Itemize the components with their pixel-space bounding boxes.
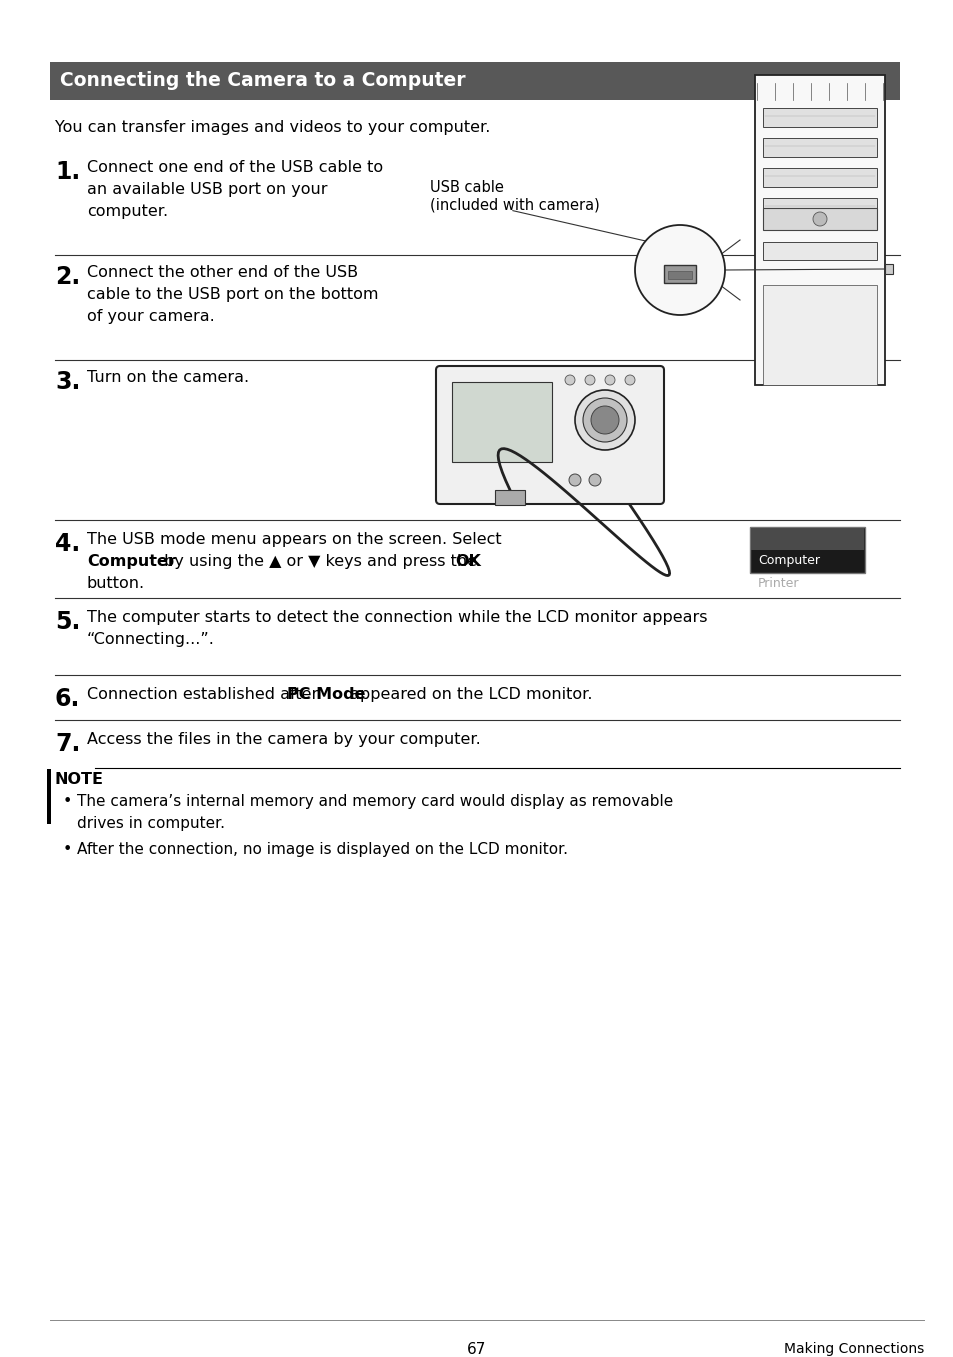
Bar: [884, 265, 892, 274]
Text: 6.: 6.: [55, 687, 80, 711]
Text: Connect one end of the USB cable to
an available USB port on your
computer.: Connect one end of the USB cable to an a…: [87, 160, 383, 220]
Text: 3.: 3.: [55, 370, 80, 394]
FancyBboxPatch shape: [436, 366, 663, 503]
Text: 1.: 1.: [55, 160, 80, 185]
Text: •: •: [63, 794, 72, 809]
Circle shape: [568, 474, 580, 486]
Circle shape: [582, 398, 626, 442]
Text: button.: button.: [87, 575, 145, 592]
Text: Connect the other end of the USB
cable to the USB port on the bottom
of your cam: Connect the other end of the USB cable t…: [87, 265, 378, 324]
Circle shape: [812, 212, 826, 227]
Circle shape: [575, 389, 635, 451]
Bar: [495, 490, 524, 505]
Bar: [667, 271, 691, 280]
Text: 5.: 5.: [55, 611, 80, 634]
Text: 4.: 4.: [55, 532, 80, 556]
Circle shape: [584, 375, 595, 385]
Text: (included with camera): (included with camera): [430, 197, 599, 212]
Text: The USB mode menu appears on the screen. Select: The USB mode menu appears on the screen.…: [87, 532, 501, 547]
Text: appeared on the LCD monitor.: appeared on the LCD monitor.: [345, 687, 592, 702]
Bar: [663, 265, 696, 284]
Text: Connecting the Camera to a Computer: Connecting the Camera to a Computer: [60, 72, 465, 91]
Text: OK: OK: [455, 554, 480, 569]
Circle shape: [564, 375, 575, 385]
Bar: [762, 168, 876, 187]
Bar: [754, 75, 884, 385]
Circle shape: [635, 225, 724, 315]
Text: Making Connections: Making Connections: [783, 1342, 923, 1356]
Text: Turn on the camera.: Turn on the camera.: [87, 370, 249, 385]
Bar: [750, 528, 863, 550]
Text: Access the files in the camera by your computer.: Access the files in the camera by your c…: [87, 731, 480, 746]
Text: After the connection, no image is displayed on the LCD monitor.: After the connection, no image is displa…: [77, 841, 567, 858]
Bar: [762, 198, 876, 217]
Text: The computer starts to detect the connection while the LCD monitor appears
“Conn: The computer starts to detect the connec…: [87, 611, 707, 647]
Text: You can transfer images and videos to your computer.: You can transfer images and videos to yo…: [55, 119, 490, 134]
Text: PC Mode: PC Mode: [287, 687, 365, 702]
Bar: [762, 208, 876, 229]
Text: •: •: [63, 841, 72, 858]
Bar: [762, 109, 876, 128]
Text: Computer: Computer: [758, 554, 820, 567]
Circle shape: [624, 375, 635, 385]
Text: 2.: 2.: [55, 265, 80, 289]
Circle shape: [588, 474, 600, 486]
Circle shape: [590, 406, 618, 434]
Text: Computer: Computer: [87, 554, 175, 569]
Text: USB cable: USB cable: [430, 180, 503, 195]
Circle shape: [604, 375, 615, 385]
Text: The camera’s internal memory and memory card would display as removable
drives i: The camera’s internal memory and memory …: [77, 794, 673, 832]
Text: 7.: 7.: [55, 731, 80, 756]
Bar: [762, 285, 876, 385]
Text: 67: 67: [467, 1342, 486, 1357]
Text: by using the ▲ or ▼ keys and press the: by using the ▲ or ▼ keys and press the: [159, 554, 481, 569]
Text: Printer: Printer: [758, 577, 799, 590]
Bar: [762, 138, 876, 157]
Bar: [749, 527, 864, 573]
Bar: [452, 383, 552, 461]
Bar: [47, 769, 51, 824]
Text: NOTE: NOTE: [55, 772, 104, 787]
Text: Connection established after: Connection established after: [87, 687, 323, 702]
Bar: [762, 242, 876, 261]
Bar: [50, 62, 899, 100]
